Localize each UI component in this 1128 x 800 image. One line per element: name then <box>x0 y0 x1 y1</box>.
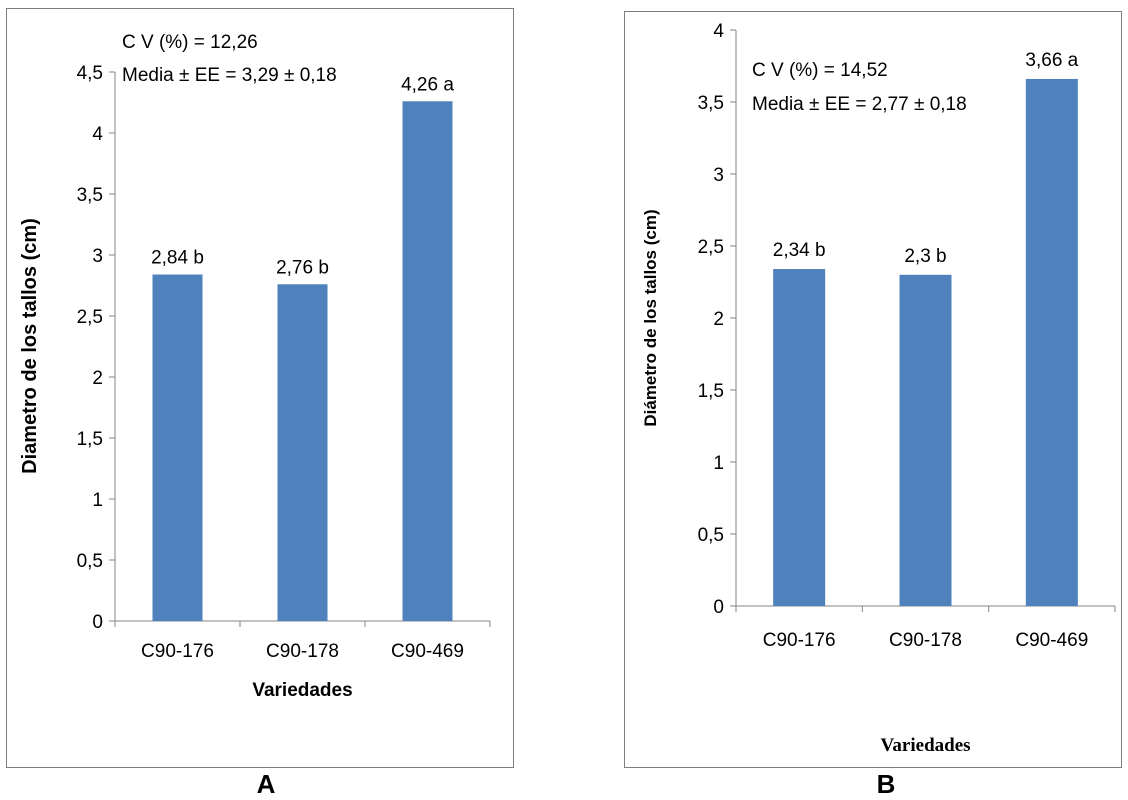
x-tick-label-a: C90-178 <box>266 641 339 662</box>
data-label-a: 4,26 a <box>401 74 454 95</box>
y-tick-label-b: 2 <box>713 309 724 330</box>
bar-b-c90-178 <box>899 274 952 606</box>
data-label-b: 3,66 a <box>1025 50 1078 71</box>
y-tick-label-a: 1,5 <box>77 429 103 450</box>
bar-a-c90-469 <box>402 101 453 621</box>
y-tick-label-b: 1,5 <box>698 381 724 402</box>
y-tick-label-a: 1 <box>92 490 103 511</box>
x-tick-label-b: C90-469 <box>1015 630 1088 651</box>
bar-b-c90-469 <box>1025 78 1078 606</box>
y-tick-label-b: 3,5 <box>698 93 724 114</box>
y-tick-label-a: 2,5 <box>77 307 103 328</box>
y-tick-label-a: 3,5 <box>77 185 103 206</box>
annotation-b-2: Media ± EE = 2,77 ± 0,18 <box>752 94 967 115</box>
y-tick-label-a: 0,5 <box>77 551 103 572</box>
y-axis-title-b: Diámetro de los tallos (cm) <box>641 209 660 426</box>
bar-a-c90-178 <box>277 284 328 621</box>
y-tick-label-b: 4 <box>713 21 724 42</box>
y-tick-label-a: 2 <box>92 368 103 389</box>
data-label-b: 2,34 b <box>773 240 826 261</box>
annotation-b-1: C V (%) = 14,52 <box>752 60 888 81</box>
y-tick-label-a: 0 <box>92 612 103 633</box>
y-tick-label-a: 4,5 <box>77 63 103 84</box>
x-tick-label-b: C90-176 <box>763 630 836 651</box>
data-label-b: 2,3 b <box>904 246 946 267</box>
bar-a-c90-176 <box>152 274 203 621</box>
y-tick-label-b: 1 <box>713 453 724 474</box>
y-tick-label-a: 3 <box>92 246 103 267</box>
panel-label-a: A <box>256 769 276 799</box>
y-tick-label-b: 2,5 <box>698 237 724 258</box>
x-tick-label-b: C90-178 <box>889 630 962 651</box>
annotation-a-1: C V (%) = 12,26 <box>122 32 258 53</box>
panel-label-b: B <box>876 769 896 799</box>
x-tick-label-a: C90-176 <box>141 641 214 662</box>
x-axis-title-b: Variedades <box>880 735 970 756</box>
data-label-a: 2,84 b <box>151 248 204 269</box>
bar-b-c90-176 <box>773 269 826 606</box>
data-label-a: 2,76 b <box>276 257 329 278</box>
y-tick-label-b: 3 <box>713 165 724 186</box>
y-axis-title-a: Diametro de los tallos (cm) <box>19 218 41 474</box>
y-tick-label-b: 0,5 <box>698 525 724 546</box>
annotation-a-2: Media ± EE = 3,29 ± 0,18 <box>122 65 337 86</box>
y-tick-label-b: 0 <box>713 597 724 618</box>
y-tick-label-a: 4 <box>92 124 103 145</box>
x-tick-label-a: C90-469 <box>391 641 464 662</box>
x-axis-title-a: Variedades <box>252 680 352 701</box>
